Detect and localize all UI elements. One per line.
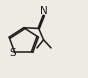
Text: N: N — [40, 6, 48, 16]
Text: S: S — [9, 48, 16, 58]
